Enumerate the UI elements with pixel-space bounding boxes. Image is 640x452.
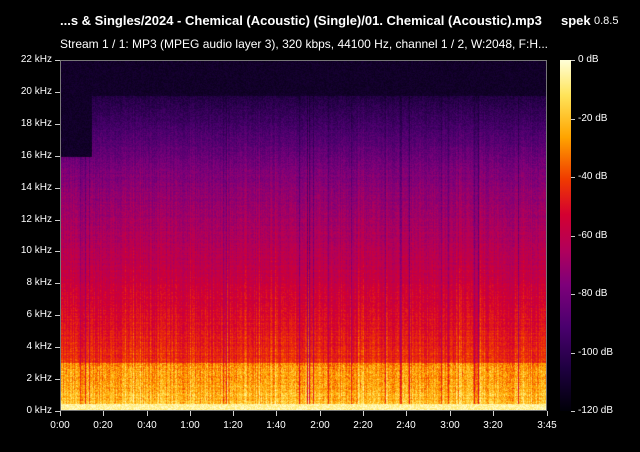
colorbar-tick-label: -80 dB (578, 288, 608, 299)
y-tick-label: 0 kHz (26, 405, 52, 416)
y-tick-label: 10 kHz (20, 245, 52, 256)
x-tick-mark (547, 411, 548, 416)
app-name: spek (561, 13, 591, 28)
y-tick-mark (55, 124, 60, 125)
stream-info: Stream 1 / 1: MP3 (MPEG audio layer 3), … (60, 37, 549, 51)
colorbar-tick-mark (571, 177, 575, 178)
window-title: ...s & Singles/2024 - Chemical (Acoustic… (60, 13, 542, 28)
x-tick-label: 2:40 (396, 420, 416, 431)
colorbar-tick-mark (571, 411, 575, 412)
y-tick-mark (55, 283, 60, 284)
colorbar-tick-mark (571, 60, 575, 61)
y-tick-mark (55, 347, 60, 348)
y-tick-label: 2 kHz (26, 373, 52, 384)
colorbar-tick-mark (571, 294, 575, 295)
y-tick-mark (55, 220, 60, 221)
colorbar-tick-label: -60 dB (578, 230, 608, 241)
x-tick-label: 2:00 (310, 420, 330, 431)
y-tick-mark (55, 188, 60, 189)
x-tick-mark (60, 411, 61, 416)
colorbar-tick-mark (571, 353, 575, 354)
colorbar-tick-mark (571, 236, 575, 237)
x-tick-mark (406, 411, 407, 416)
y-tick-mark (55, 411, 60, 412)
x-tick-label: 0:20 (93, 420, 113, 431)
y-tick-label: 8 kHz (26, 277, 52, 288)
y-tick-mark (55, 156, 60, 157)
colorbar-tick-label: 0 dB (578, 54, 599, 65)
x-tick-label: 1:40 (266, 420, 286, 431)
x-tick-label: 1:20 (223, 420, 243, 431)
x-tick-mark (233, 411, 234, 416)
y-tick-label: 4 kHz (26, 341, 52, 352)
y-tick-label: 14 kHz (20, 182, 52, 193)
app-version: 0.8.5 (594, 15, 619, 27)
y-tick-mark (55, 315, 60, 316)
y-tick-label: 6 kHz (26, 309, 52, 320)
colorbar-tick-mark (571, 119, 575, 120)
y-tick-mark (55, 379, 60, 380)
colorbar-tick-label: -100 dB (578, 347, 614, 358)
x-tick-label: 0:00 (50, 420, 70, 431)
y-tick-label: 12 kHz (20, 214, 52, 225)
y-tick-mark (55, 92, 60, 93)
colorbar (560, 60, 571, 411)
y-tick-label: 20 kHz (20, 86, 52, 97)
y-tick-label: 18 kHz (20, 118, 52, 129)
spectrogram-plot[interactable] (60, 60, 547, 411)
x-tick-mark (190, 411, 191, 416)
colorbar-tick-label: -20 dB (578, 113, 608, 124)
colorbar-tick-label: -120 dB (578, 405, 614, 416)
y-tick-label: 22 kHz (20, 54, 52, 65)
y-tick-label: 16 kHz (20, 150, 52, 161)
x-tick-label: 1:00 (180, 420, 200, 431)
x-tick-label: 3:20 (483, 420, 503, 431)
x-tick-mark (276, 411, 277, 416)
x-tick-label: 2:20 (353, 420, 373, 431)
y-tick-mark (55, 251, 60, 252)
x-tick-label: 3:00 (440, 420, 460, 431)
x-tick-label: 3:45 (537, 420, 557, 431)
x-tick-mark (320, 411, 321, 416)
spectrogram-canvas[interactable] (61, 61, 546, 410)
x-tick-label: 0:40 (137, 420, 157, 431)
x-tick-mark (147, 411, 148, 416)
colorbar-tick-label: -40 dB (578, 171, 608, 182)
x-tick-mark (493, 411, 494, 416)
x-tick-mark (363, 411, 364, 416)
x-tick-mark (103, 411, 104, 416)
x-tick-mark (450, 411, 451, 416)
y-tick-mark (55, 60, 60, 61)
